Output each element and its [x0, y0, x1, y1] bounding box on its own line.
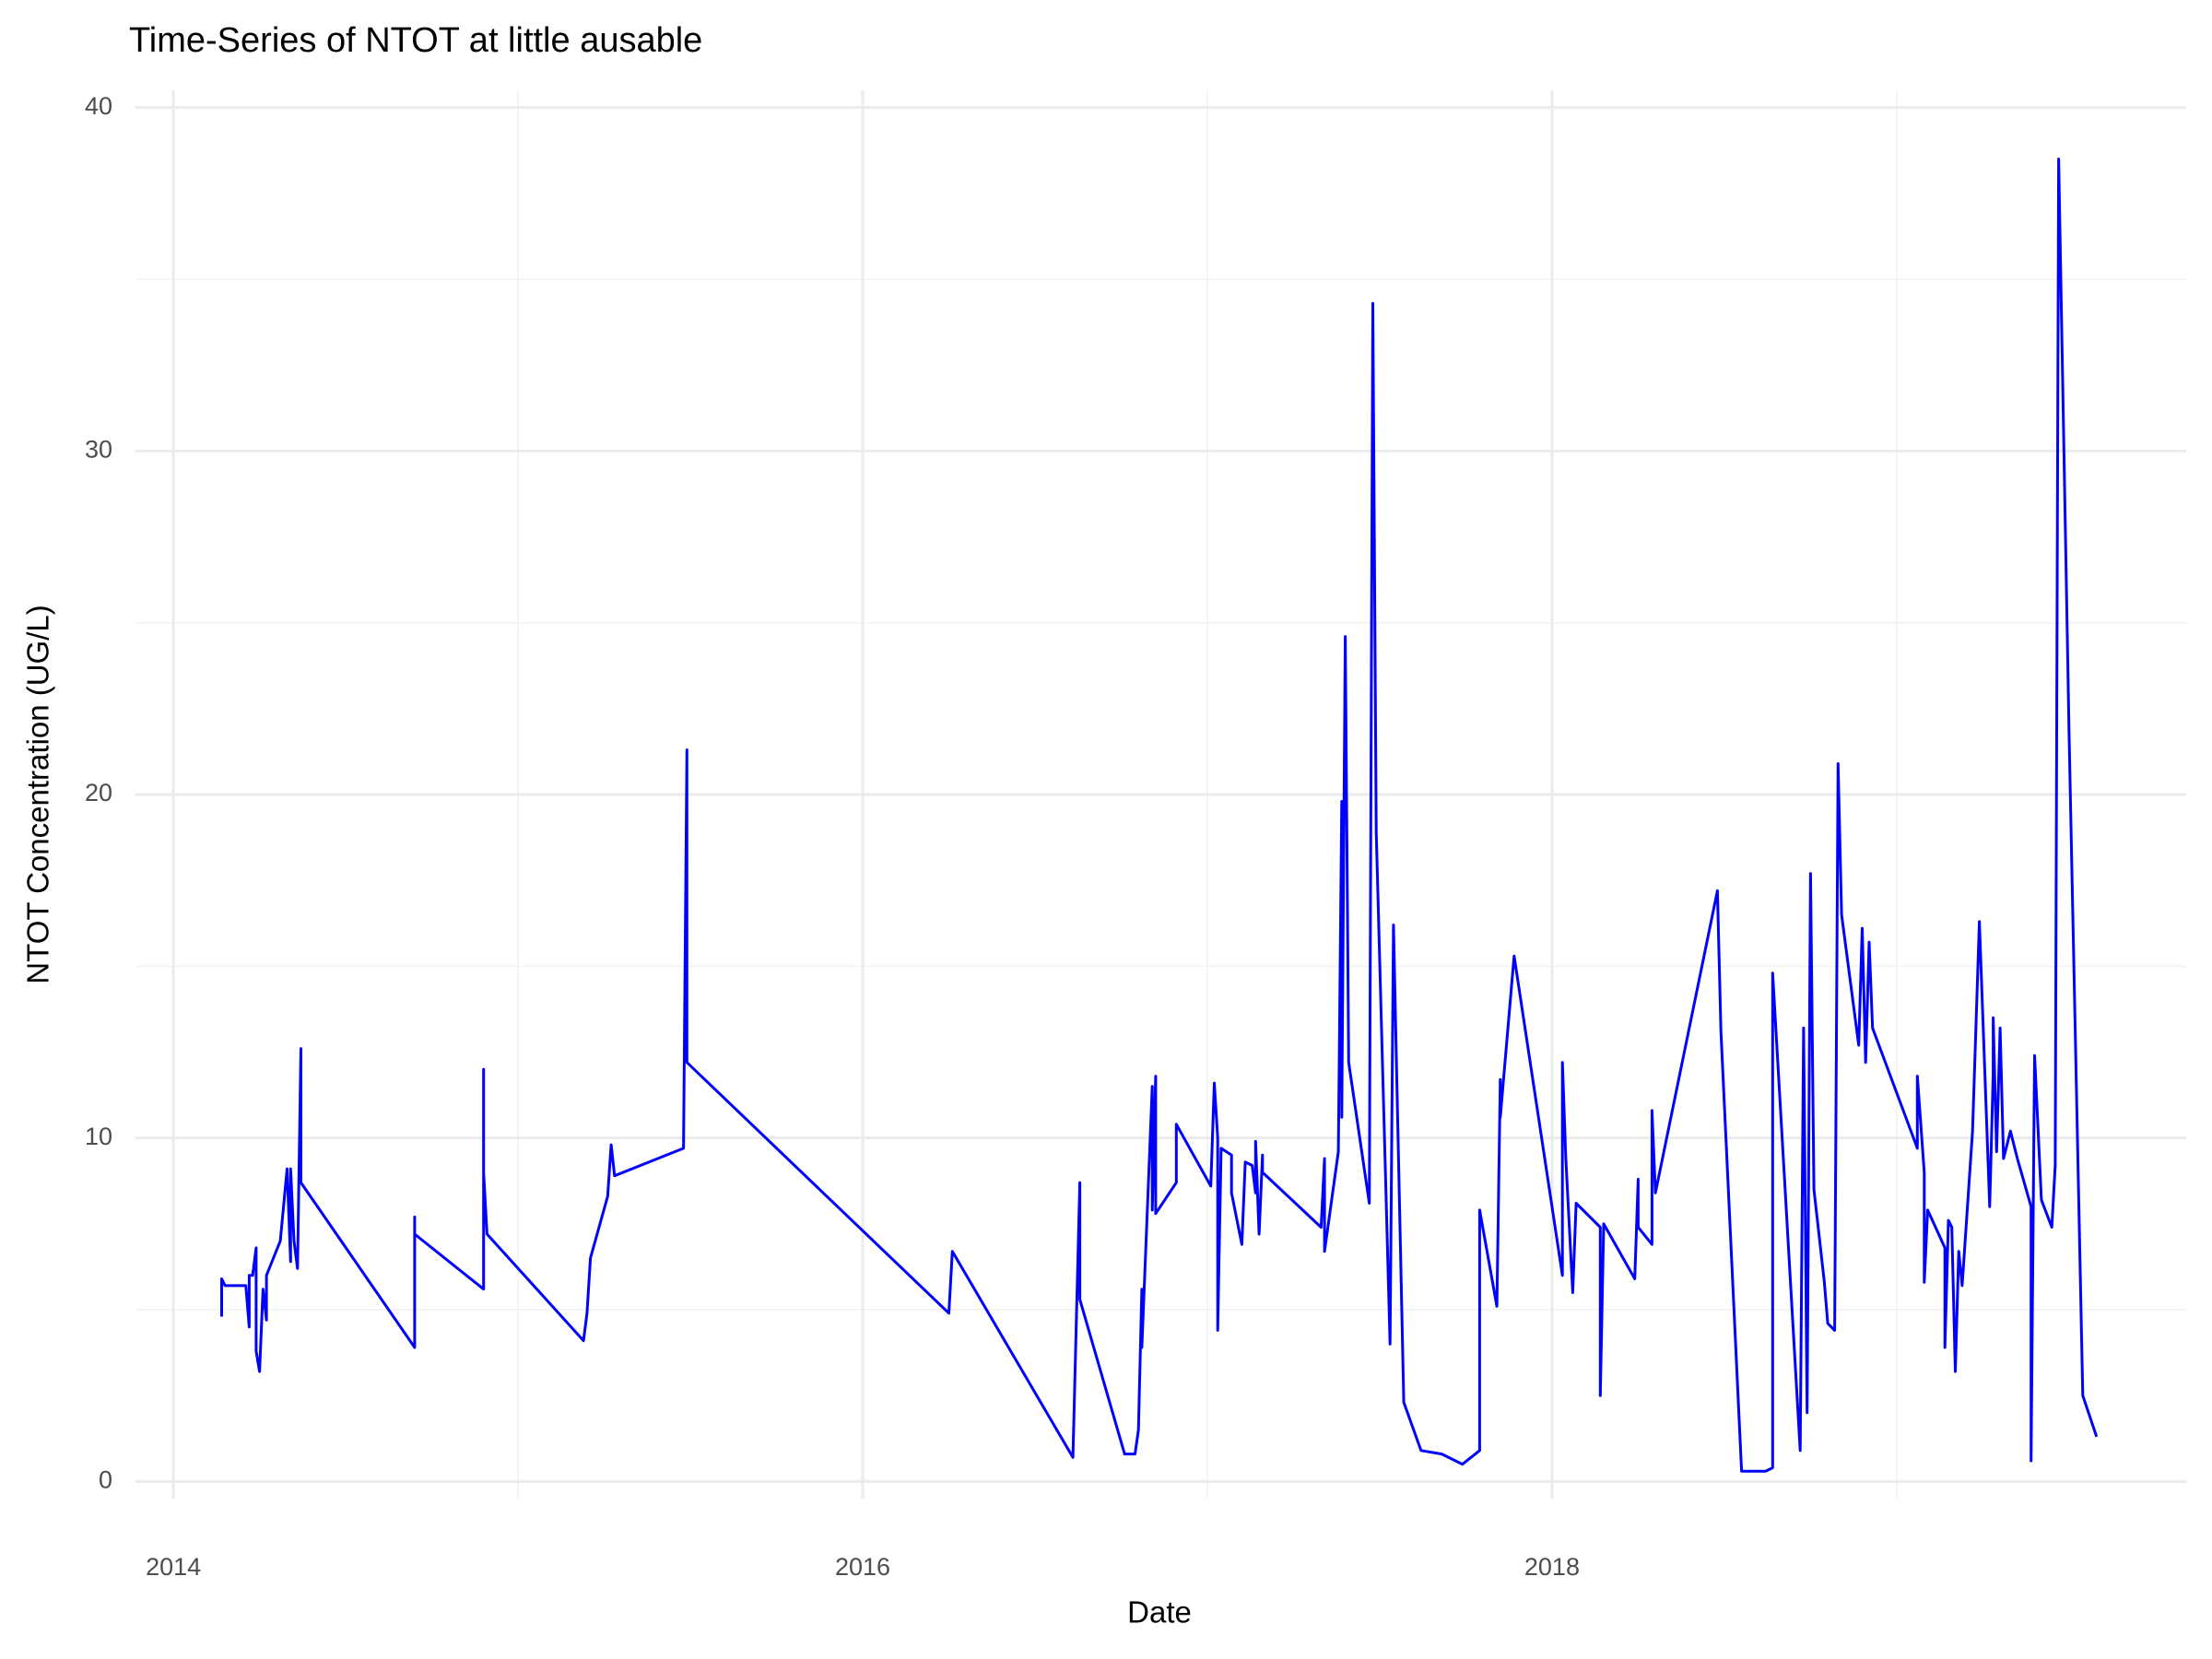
- y-tick-label: 10: [85, 1123, 112, 1150]
- y-tick-label: 0: [99, 1465, 112, 1493]
- y-tick-label: 30: [85, 435, 112, 463]
- x-tick-label: 2018: [1524, 1553, 1580, 1581]
- x-axis-title: Date: [1127, 1595, 1192, 1630]
- data-line: [220, 158, 2099, 1473]
- chart-title: Time-Series of NTOT at little ausable: [129, 21, 702, 60]
- x-tick-label: 2016: [835, 1553, 890, 1581]
- x-tick-label: 2014: [146, 1553, 201, 1581]
- y-tick-label: 20: [85, 779, 112, 806]
- y-axis-title: NTOT Concentration (UG/L): [21, 605, 55, 983]
- y-tick-label: 40: [85, 92, 112, 120]
